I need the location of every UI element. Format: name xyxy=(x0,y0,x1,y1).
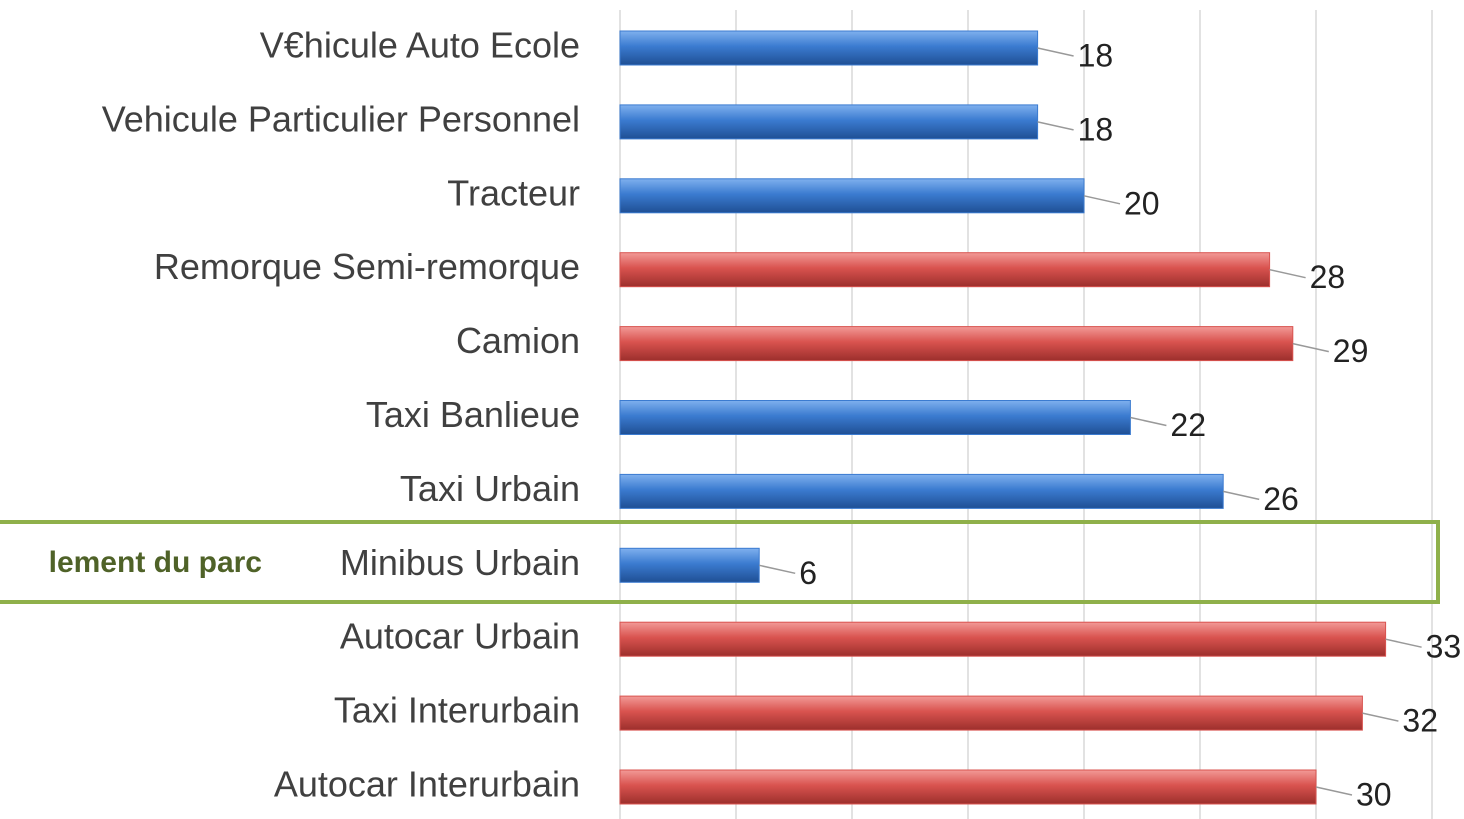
value-label: 18 xyxy=(1078,111,1114,147)
leader-line xyxy=(1362,712,1399,722)
category-label: Taxi Urbain xyxy=(400,468,580,509)
leader-line xyxy=(1315,786,1353,796)
highlight-box xyxy=(0,520,1440,604)
bar xyxy=(619,30,1039,66)
value-label: 6 xyxy=(799,555,817,591)
category-label: Autocar Urbain xyxy=(340,616,580,657)
category-label: Taxi Banlieue xyxy=(366,394,580,435)
bar xyxy=(619,252,1271,288)
leader-line xyxy=(1385,638,1422,648)
value-label: 33 xyxy=(1426,629,1462,665)
bar xyxy=(619,400,1131,435)
category-label: Minibus Urbain xyxy=(340,542,580,583)
category-label: Remorque Semi-remorque xyxy=(154,246,580,287)
value-label: 28 xyxy=(1310,259,1346,295)
value-label: 30 xyxy=(1356,776,1392,812)
leader-line xyxy=(1292,342,1329,353)
annotation: lement du parc xyxy=(49,546,262,579)
leader-line xyxy=(759,564,796,575)
leader-line xyxy=(1037,47,1074,57)
value-label: 18 xyxy=(1078,37,1114,73)
leader-line xyxy=(1269,268,1306,279)
category-label: V€hicule Auto Ecole xyxy=(260,25,580,66)
bars: V€hicule Auto Ecole 18 Vehicule Particulie… xyxy=(102,25,1461,813)
bar xyxy=(619,621,1387,657)
value-label: 26 xyxy=(1263,481,1299,517)
category-label: Camion xyxy=(456,320,580,361)
category-label: Vehicule Particulier Personnel xyxy=(102,98,580,139)
category-label: Taxi Interurbain xyxy=(334,690,580,731)
bar xyxy=(619,178,1085,214)
value-label: 22 xyxy=(1170,407,1206,443)
bar xyxy=(619,326,1294,362)
bar xyxy=(619,695,1363,731)
value-label: 32 xyxy=(1402,703,1438,739)
leader-line xyxy=(1037,121,1074,131)
leader-line xyxy=(1130,416,1167,427)
value-label: 29 xyxy=(1333,333,1369,369)
bar xyxy=(619,104,1039,140)
category-label: Autocar Interurbain xyxy=(274,764,580,805)
value-label: 20 xyxy=(1124,185,1160,221)
bar xyxy=(619,769,1317,805)
bar xyxy=(619,473,1224,509)
bar xyxy=(619,547,760,583)
category-label: Tracteur xyxy=(447,172,580,213)
leader-line xyxy=(1083,195,1121,205)
leader-line xyxy=(1223,490,1260,501)
